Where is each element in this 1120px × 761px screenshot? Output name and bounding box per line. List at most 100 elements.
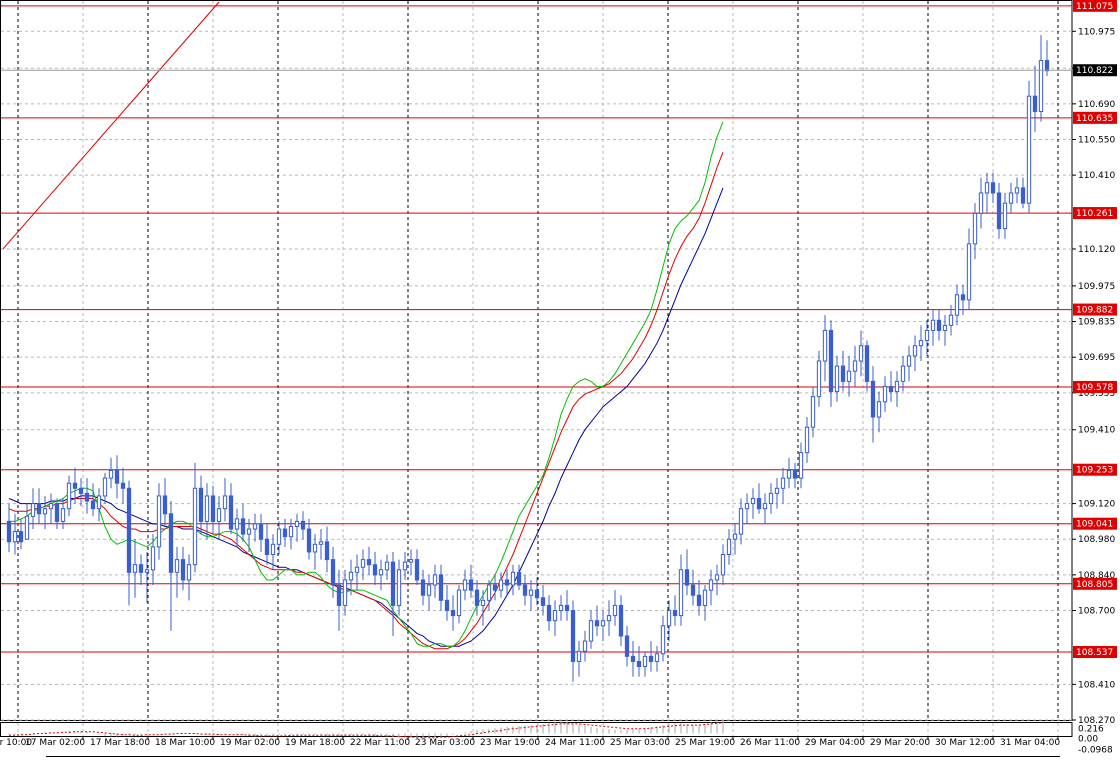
candle-body bbox=[540, 597, 546, 606]
candle-body bbox=[150, 546, 156, 571]
level-label: 109.578 bbox=[1073, 380, 1117, 393]
candle bbox=[324, 526, 330, 573]
candle bbox=[618, 595, 624, 647]
level-label: 110.261 bbox=[1073, 207, 1117, 220]
candle-body bbox=[840, 365, 846, 382]
level-label-box bbox=[1073, 463, 1117, 476]
candle bbox=[1026, 80, 1032, 214]
candle-body bbox=[1044, 60, 1050, 72]
candle bbox=[312, 534, 318, 570]
candle-body bbox=[918, 340, 924, 347]
candle-body bbox=[744, 503, 750, 510]
candle-body bbox=[438, 574, 444, 601]
candle-body bbox=[696, 594, 702, 606]
level-label-text: 109.882 bbox=[1076, 306, 1113, 316]
candle bbox=[1020, 177, 1026, 209]
candle-body bbox=[276, 528, 282, 545]
candle-body bbox=[192, 487, 198, 566]
candle bbox=[444, 585, 450, 621]
level-label-text: 111.075 bbox=[1076, 2, 1113, 12]
candle bbox=[936, 310, 942, 341]
candle bbox=[252, 513, 258, 542]
candle-body bbox=[42, 508, 48, 515]
candle-body bbox=[336, 584, 342, 606]
candle-body bbox=[582, 640, 588, 652]
candle bbox=[402, 551, 408, 580]
candle bbox=[678, 554, 684, 626]
candle-body bbox=[714, 574, 720, 581]
candle-body bbox=[492, 584, 498, 591]
candle bbox=[342, 569, 348, 616]
candle-body bbox=[306, 528, 312, 553]
candle bbox=[300, 511, 306, 540]
candle bbox=[288, 518, 294, 550]
candle-body bbox=[660, 625, 666, 655]
candle bbox=[516, 564, 522, 591]
candle-body bbox=[132, 564, 138, 573]
candle bbox=[258, 513, 264, 552]
price-tick-label: 108.270 bbox=[1078, 716, 1115, 726]
candle bbox=[96, 488, 102, 522]
candle bbox=[318, 529, 324, 560]
candle-body bbox=[474, 589, 480, 606]
candle bbox=[1008, 182, 1014, 214]
time-label: 23 Mar 03:00 bbox=[415, 738, 475, 748]
candle bbox=[612, 590, 618, 626]
candle-body bbox=[210, 495, 216, 522]
candle bbox=[42, 495, 48, 530]
time-label: 31 Mar 04:00 bbox=[1000, 738, 1060, 748]
candle bbox=[804, 417, 810, 463]
oscillator-tick-label: -0.0968 bbox=[1078, 746, 1113, 756]
candle-body bbox=[186, 564, 192, 581]
price-tick-label: 109.120 bbox=[1078, 500, 1115, 510]
candle bbox=[270, 534, 276, 570]
candle bbox=[996, 182, 1002, 239]
level-label: 109.253 bbox=[1073, 463, 1117, 476]
candle-body bbox=[126, 487, 132, 573]
candle bbox=[522, 574, 528, 606]
candle bbox=[438, 564, 444, 611]
candle-body bbox=[546, 604, 552, 622]
candle bbox=[462, 569, 468, 601]
candle bbox=[396, 559, 402, 616]
candle bbox=[1002, 192, 1008, 239]
candle bbox=[84, 478, 90, 514]
candle-body bbox=[852, 360, 858, 372]
candle bbox=[906, 345, 912, 382]
candle bbox=[654, 646, 660, 672]
candle bbox=[336, 569, 342, 631]
candle bbox=[942, 315, 948, 346]
candle-body bbox=[798, 452, 804, 479]
candle-body bbox=[882, 385, 888, 403]
candle bbox=[624, 625, 630, 667]
oscillator-panel-frame bbox=[0, 722, 1073, 737]
level-label-box bbox=[1073, 646, 1117, 659]
candle-body bbox=[72, 482, 78, 489]
level-label-text: 109.578 bbox=[1076, 383, 1113, 393]
level-label-text: 108.537 bbox=[1076, 648, 1113, 658]
candle bbox=[864, 340, 870, 392]
level-label-box bbox=[1073, 303, 1117, 316]
candle bbox=[114, 455, 120, 499]
candle bbox=[630, 641, 636, 677]
candle bbox=[648, 641, 654, 672]
candle-body bbox=[270, 543, 276, 556]
price-tick-label: 109.835 bbox=[1078, 318, 1115, 328]
candle-body bbox=[1002, 202, 1008, 230]
candle-body bbox=[1038, 60, 1044, 112]
candle-body bbox=[930, 319, 936, 331]
candle-body bbox=[1008, 192, 1014, 204]
candle-body bbox=[768, 492, 774, 505]
candle bbox=[552, 600, 558, 636]
candle bbox=[588, 610, 594, 649]
candle-body bbox=[600, 620, 606, 627]
candle-body bbox=[672, 610, 678, 617]
candle bbox=[840, 350, 846, 392]
candle-body bbox=[978, 192, 984, 214]
time-label: 19 Mar 02:00 bbox=[220, 738, 280, 748]
candle-body bbox=[624, 635, 630, 657]
candle bbox=[984, 172, 990, 214]
candle bbox=[246, 518, 252, 552]
